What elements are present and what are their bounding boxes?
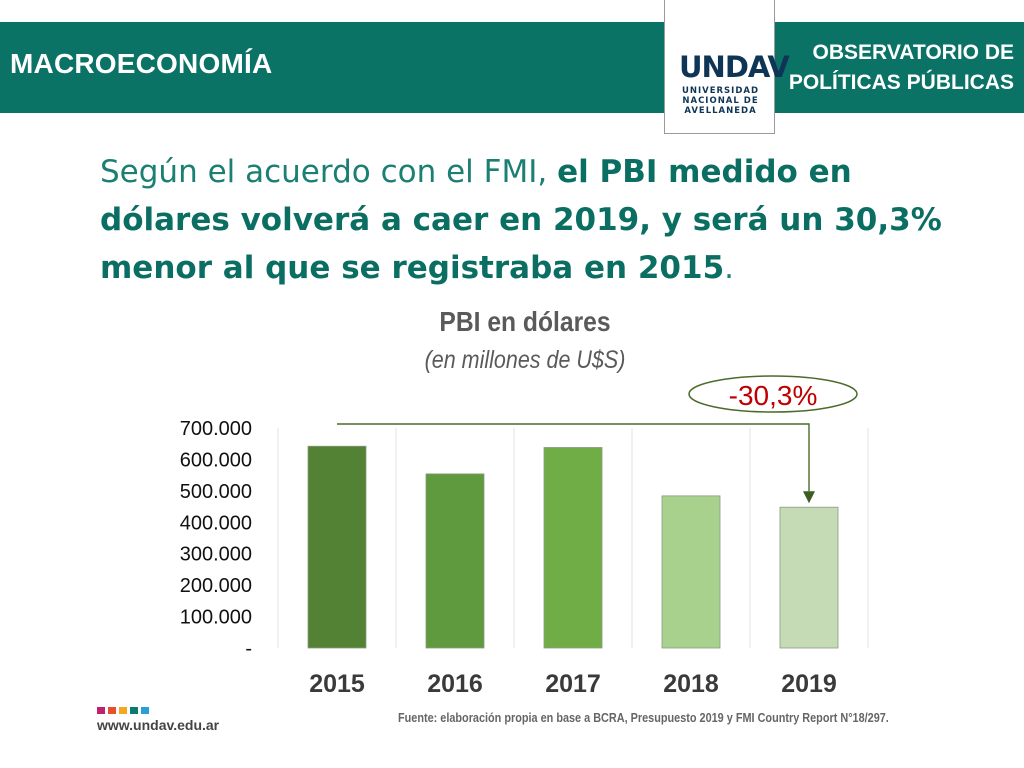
x-tick-label-2015: 2015 — [309, 670, 365, 698]
logo-mark: UNDAV — [679, 50, 790, 84]
x-tick-label-2017: 2017 — [545, 670, 601, 698]
undav-logo: UNDAV UNIVERSIDAD NACIONAL DE AVELLANEDA — [664, 0, 790, 134]
logo-line-2: NACIONAL DE — [682, 96, 759, 106]
bar-2018 — [661, 495, 721, 649]
header-bar — [0, 22, 1024, 113]
footer-square-0 — [97, 707, 105, 714]
headline-normal: Según el acuerdo con el FMI, — [100, 154, 558, 190]
observatorio-title: OBSERVATORIO DE POLÍTICAS PÚBLICAS — [774, 38, 1014, 98]
chart-subtitle: (en millones de U$S) — [424, 346, 626, 374]
annotation-arrow-head — [803, 491, 815, 504]
chart-title: PBI en dólares — [439, 306, 611, 337]
headline-bold: el PBI medido en dólares volverá a caer … — [100, 154, 942, 286]
y-tick-label-5: 500.000 — [180, 481, 252, 503]
y-tick-label-2: 200.000 — [180, 575, 252, 597]
website-link[interactable]: www.undav.edu.ar — [97, 717, 220, 733]
annotation-ellipse — [688, 375, 858, 413]
y-tick-label-3: 300.000 — [180, 544, 252, 566]
source-note: Fuente: elaboración propia en base a BCR… — [398, 711, 889, 725]
bar-2017 — [543, 447, 603, 649]
observatorio-line-2: POLÍTICAS PÚBLICAS — [788, 71, 1014, 94]
bar-2016 — [425, 473, 485, 649]
y-tick-label-6: 600.000 — [180, 449, 252, 471]
x-tick-label-2019: 2019 — [781, 670, 837, 698]
y-tick-label-0: - — [245, 638, 252, 660]
y-tick-label-1: 100.000 — [180, 607, 252, 629]
section-title: MACROECONOMÍA — [10, 48, 273, 79]
footer-square-3 — [130, 707, 138, 714]
logo-line-1: UNIVERSIDAD — [681, 86, 760, 96]
bar-2015 — [307, 445, 367, 649]
logo-line-3: AVELLANEDA — [684, 106, 757, 116]
logo-subtitle: UNIVERSIDAD NACIONAL DE AVELLANEDA — [673, 86, 768, 116]
bar-2019 — [779, 506, 839, 649]
headline-end: . — [724, 250, 734, 286]
x-tick-label-2016: 2016 — [427, 670, 483, 698]
footer-color-squares — [97, 707, 149, 714]
footer-square-4 — [141, 707, 149, 714]
x-tick-label-2018: 2018 — [663, 670, 719, 698]
footer-square-1 — [108, 707, 116, 714]
y-tick-label-7: 700.000 — [180, 418, 252, 440]
headline: Según el acuerdo con el FMI, el PBI medi… — [100, 148, 980, 292]
footer-square-2 — [119, 707, 127, 714]
annotation-arrow-line — [337, 423, 810, 492]
annotation-label: -30,3% — [729, 380, 818, 411]
observatorio-line-1: OBSERVATORIO DE — [812, 41, 1014, 64]
y-tick-label-4: 400.000 — [180, 512, 252, 534]
